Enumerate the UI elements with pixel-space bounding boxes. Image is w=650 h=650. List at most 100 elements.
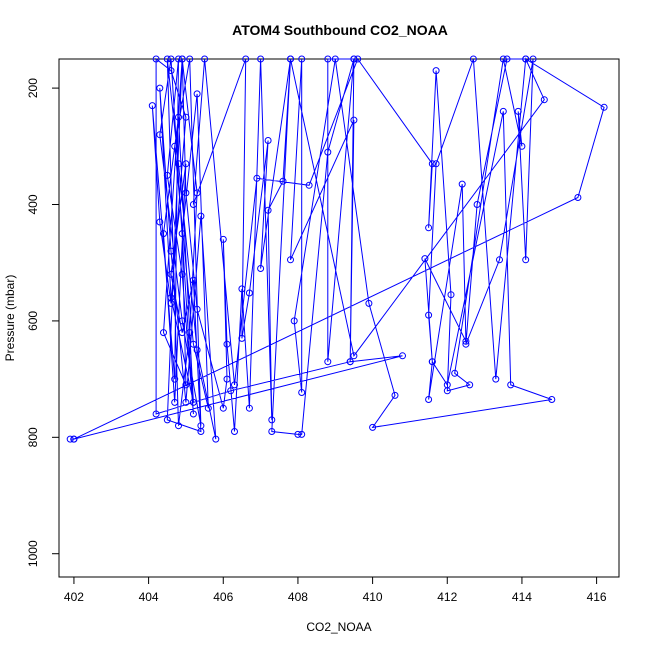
data-point — [189, 340, 197, 348]
x-tick-label: 410 — [363, 590, 383, 604]
data-point — [529, 55, 537, 63]
data-point — [324, 148, 332, 156]
data-point — [167, 55, 175, 63]
data-point — [331, 55, 339, 63]
data-point — [257, 55, 265, 63]
data-point — [354, 55, 362, 63]
data-point — [167, 294, 175, 302]
data-point — [171, 398, 179, 406]
data-point — [245, 404, 253, 412]
data-point — [253, 174, 261, 182]
data-point — [298, 389, 306, 396]
data-point — [507, 381, 515, 389]
data-point — [197, 428, 205, 435]
data-point — [458, 180, 466, 188]
data-point — [175, 160, 182, 168]
data-point — [178, 317, 186, 325]
x-tick-label: 404 — [139, 590, 159, 604]
data-point — [152, 410, 160, 418]
data-point — [178, 329, 186, 337]
chart-title: ATOM4 Southbound CO2_NOAA — [232, 22, 448, 38]
data-point — [279, 177, 287, 185]
plot-frame — [58, 58, 620, 578]
data-point — [182, 189, 190, 197]
data-point — [193, 189, 201, 197]
data-point — [70, 435, 78, 443]
data-point — [178, 55, 186, 63]
data-point — [204, 404, 212, 412]
data-point — [152, 55, 160, 63]
x-tick-label: 408 — [288, 590, 308, 604]
data-point — [167, 247, 175, 255]
y-tick-label: 200 — [26, 78, 40, 98]
data-point — [294, 430, 302, 438]
series-line — [70, 57, 605, 440]
data-point — [522, 256, 530, 264]
data-point — [223, 375, 231, 383]
data-point — [242, 55, 250, 63]
data-point — [264, 206, 272, 214]
y-tick-label: 1000 — [26, 540, 40, 567]
data-point — [350, 55, 358, 63]
data-point — [193, 305, 201, 313]
y-tick-label: 800 — [26, 427, 40, 447]
data-point — [428, 160, 436, 168]
data-point — [425, 396, 433, 403]
data-point — [238, 285, 246, 293]
data-point — [167, 270, 175, 278]
data-point — [189, 201, 197, 208]
data-point — [324, 358, 332, 366]
data-point — [182, 398, 190, 406]
data-point — [496, 256, 503, 264]
data-point — [499, 55, 507, 63]
data-point — [503, 55, 511, 63]
data-point — [231, 428, 238, 435]
data-point — [163, 171, 171, 179]
data-point — [175, 55, 182, 63]
data-point — [346, 358, 354, 366]
data-point — [369, 423, 377, 431]
data-point — [391, 391, 399, 399]
data-point — [227, 387, 235, 395]
data-point — [182, 160, 190, 168]
x-axis: 402 404 406 408 410 412 414 416 — [64, 577, 607, 604]
data-point — [305, 181, 313, 189]
data-point — [182, 381, 190, 389]
data-point — [548, 396, 556, 403]
data-point — [231, 381, 238, 389]
data-point — [428, 358, 436, 366]
data-point — [447, 291, 455, 299]
x-tick-label: 416 — [587, 590, 607, 604]
data-point — [156, 218, 164, 226]
data-point — [350, 352, 358, 360]
y-axis: 200 400 600 800 1000 — [26, 78, 59, 567]
data-point — [245, 289, 253, 297]
x-axis-label: CO2_NOAA — [306, 620, 371, 634]
data-point — [156, 131, 164, 139]
data-point — [219, 404, 227, 412]
data-point — [160, 329, 167, 337]
data-point — [287, 256, 294, 264]
data-point — [189, 398, 197, 406]
data-point — [600, 103, 608, 111]
data-point — [290, 317, 298, 325]
data-point — [462, 337, 470, 345]
x-tick-label: 402 — [64, 590, 84, 604]
y-tick-label: 600 — [26, 311, 40, 331]
x-tick-label: 412 — [437, 590, 457, 604]
data-point — [171, 142, 179, 150]
data-point — [264, 137, 272, 144]
data-point — [462, 340, 470, 348]
data-point — [156, 84, 164, 92]
data-point — [193, 90, 201, 98]
data-point — [178, 230, 186, 238]
data-point — [167, 67, 175, 75]
data-point — [163, 416, 171, 424]
data-point — [178, 270, 186, 278]
data-point — [469, 55, 477, 63]
data-point — [66, 435, 74, 443]
data-point — [298, 55, 306, 63]
x-tick-label: 406 — [213, 590, 233, 604]
y-axis-label: Pressure (mbar) — [3, 275, 17, 362]
